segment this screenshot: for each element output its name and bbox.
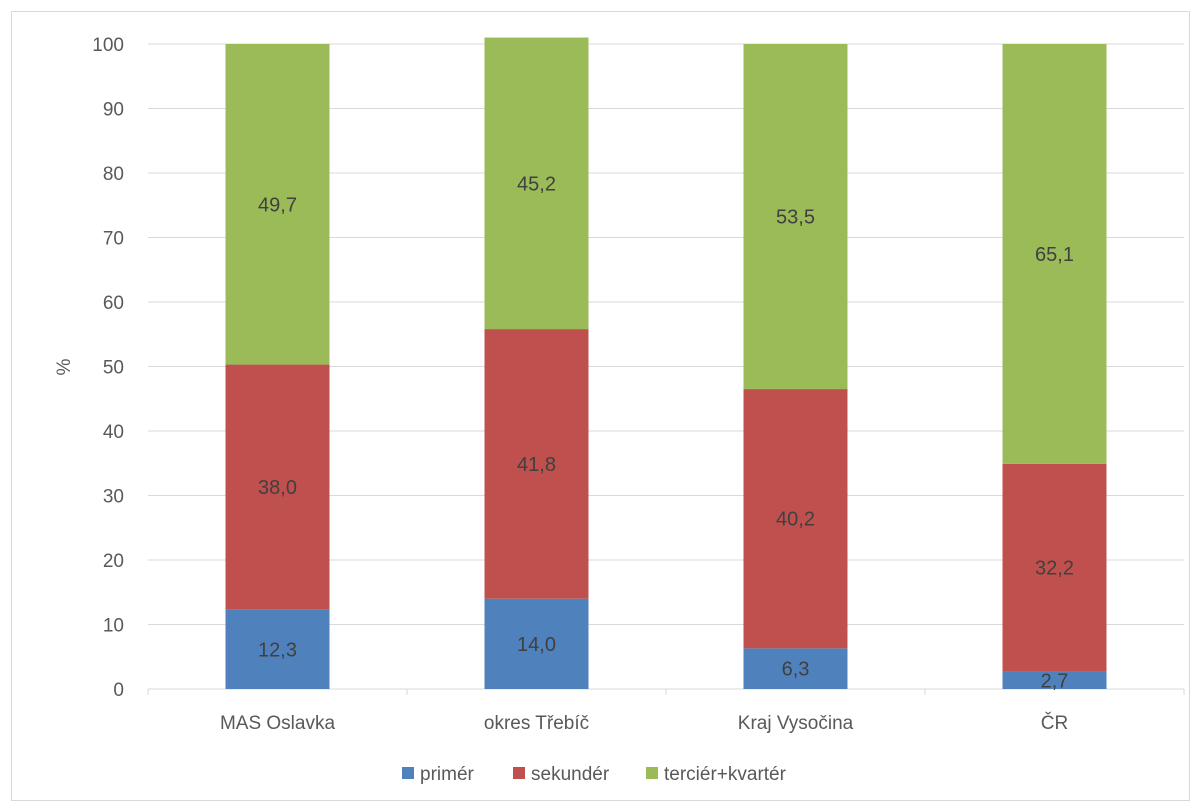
- y-tick-label: 90: [103, 100, 124, 121]
- data-label: 2,7: [1041, 670, 1069, 692]
- x-category-label: ČR: [1041, 712, 1068, 734]
- bars: [225, 37, 1107, 689]
- y-axis-title: %: [54, 358, 75, 375]
- y-tick-label: 10: [103, 616, 124, 637]
- legend-swatch: [646, 767, 658, 779]
- bar-segment: [484, 329, 589, 599]
- chart-frame: [11, 11, 1190, 801]
- y-tick-label: 60: [103, 293, 124, 314]
- bar-segment: [484, 598, 589, 689]
- data-label: 32,2: [1035, 558, 1074, 580]
- y-tick-label: 100: [92, 35, 124, 56]
- data-label: 49,7: [258, 194, 297, 216]
- bar-segment: [1002, 671, 1107, 689]
- x-category-label: Kraj Vysočina: [738, 713, 854, 734]
- legend-swatch: [513, 767, 525, 779]
- bar-segment: [1002, 44, 1107, 464]
- data-label: 38,0: [258, 477, 297, 499]
- bar-segment: [743, 389, 848, 649]
- bar-segment: [743, 648, 848, 689]
- bar-segment: [484, 37, 589, 330]
- legend-swatch: [402, 767, 414, 779]
- data-label: 45,2: [517, 173, 556, 195]
- bar-segment: [743, 44, 848, 390]
- legend-label: sekundér: [531, 764, 610, 785]
- bar-segment: [1002, 463, 1107, 672]
- legend: primér sekundér terciér+kvartér: [402, 764, 787, 785]
- bar-segment: [225, 364, 330, 610]
- x-category-label: MAS Oslavka: [220, 713, 336, 734]
- data-label: 65,1: [1035, 244, 1074, 266]
- y-tick-label: 80: [103, 164, 124, 185]
- x-category-label: okres Třebíč: [484, 713, 589, 734]
- data-label: 6,3: [782, 659, 810, 681]
- y-tick-label: 50: [103, 358, 124, 379]
- bar-segment: [225, 44, 330, 365]
- y-tick-label: 30: [103, 487, 124, 508]
- data-label: 41,8: [517, 454, 556, 476]
- x-axis-categories: MAS Oslavka okres Třebíč Kraj Vysočina ČR: [220, 712, 1068, 734]
- y-tick-label: 70: [103, 229, 124, 250]
- legend-label: terciér+kvartér: [664, 764, 787, 785]
- data-label: 40,2: [776, 509, 815, 531]
- y-axis-ticks: 0 10 20 30 40 50 60 70 80 90 100: [92, 35, 124, 701]
- data-label: 14,0: [517, 634, 556, 656]
- data-label: 53,5: [776, 207, 815, 229]
- bar-segment: [225, 609, 330, 689]
- y-tick-label: 20: [103, 551, 124, 572]
- legend-label: primér: [420, 764, 475, 785]
- data-labels: 12,3 38,0 49,7 14,0 41,8 45,2 6,3 40,2 53,5 2,7 32…: [258, 173, 1074, 692]
- y-tick-label: 40: [103, 422, 124, 443]
- y-tick-label: 0: [113, 680, 124, 701]
- data-label: 12,3: [258, 639, 297, 661]
